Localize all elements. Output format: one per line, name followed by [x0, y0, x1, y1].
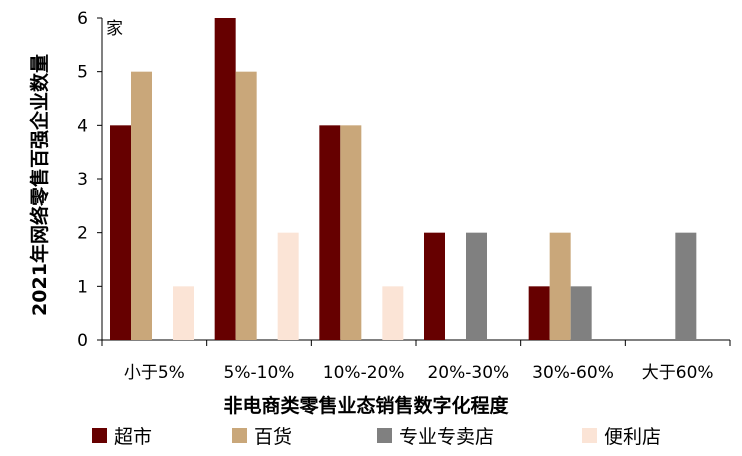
unit-label: 家 [106, 19, 123, 39]
x-tick-label: 大于60% [642, 363, 714, 383]
bar-百货-10%-20% [340, 125, 362, 340]
bar-超市-5%-10% [214, 18, 236, 340]
legend: 超市 百货 专业专卖店 便利店 [92, 426, 661, 448]
x-tick-label: 小于5% [124, 363, 185, 383]
x-tick-label: 5%-10% [224, 363, 295, 383]
x-tick-label: 10%-20% [323, 363, 405, 383]
bar-超市-20%-30% [424, 232, 445, 340]
x-tick-label: 30%-60% [532, 363, 614, 383]
y-tick-label: 6 [77, 9, 88, 29]
legend-swatch [92, 428, 107, 443]
axes [97, 17, 731, 346]
y-tick-label: 1 [77, 277, 88, 297]
y-tick-label: 3 [77, 170, 88, 190]
x-tick-label: 20%-30% [427, 363, 509, 383]
legend-label: 百货 [254, 426, 292, 448]
bar-便利店-10%-20% [382, 286, 404, 340]
bar-便利店-小于5% [173, 286, 194, 340]
x-axis-title: 非电商类零售业态销售数字化程度 [223, 394, 509, 417]
bar-专业专卖店-30%-60% [570, 286, 592, 340]
legend-swatch [232, 428, 247, 443]
bar-专业专卖店-20%-30% [466, 232, 487, 340]
bar-百货-小于5% [131, 71, 152, 341]
y-tick-label: 4 [77, 116, 88, 136]
legend-item-便利店: 便利店 [582, 426, 661, 448]
legend-label: 超市 [114, 426, 152, 448]
y-tick-label: 2 [77, 224, 88, 244]
legend-swatch [377, 428, 392, 443]
bars [110, 18, 697, 341]
legend-item-专业专卖店: 专业专卖店 [377, 426, 494, 448]
bar-超市-30%-60% [528, 286, 550, 340]
labels: 0 1 2 3 4 5 6 小于5% 5%-10% 10%-20% 20%-30% 30%-60% 大于… [28, 9, 714, 417]
legend-item-超市: 超市 [92, 426, 152, 448]
legend-swatch [582, 428, 597, 443]
y-axis-title: 2021年网络零售百强企业数量 [28, 54, 51, 316]
y-tick-label: 0 [77, 331, 88, 351]
bar-百货-5%-10% [235, 71, 257, 341]
bar-便利店-5%-10% [277, 232, 299, 340]
y-tick-label: 5 [77, 63, 88, 83]
bar-百货-30%-60% [549, 232, 571, 340]
bar-专业专卖店-大于60% [675, 232, 697, 340]
bar-超市-10%-20% [319, 125, 341, 340]
bar-超市-小于5% [110, 125, 131, 340]
legend-item-百货: 百货 [232, 426, 292, 448]
legend-label: 专业专卖店 [399, 426, 494, 448]
legend-label: 便利店 [604, 426, 661, 448]
